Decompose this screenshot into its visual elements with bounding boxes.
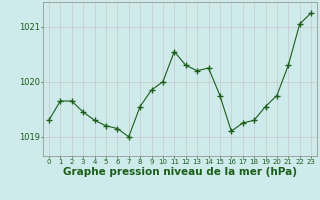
X-axis label: Graphe pression niveau de la mer (hPa): Graphe pression niveau de la mer (hPa) (63, 167, 297, 177)
